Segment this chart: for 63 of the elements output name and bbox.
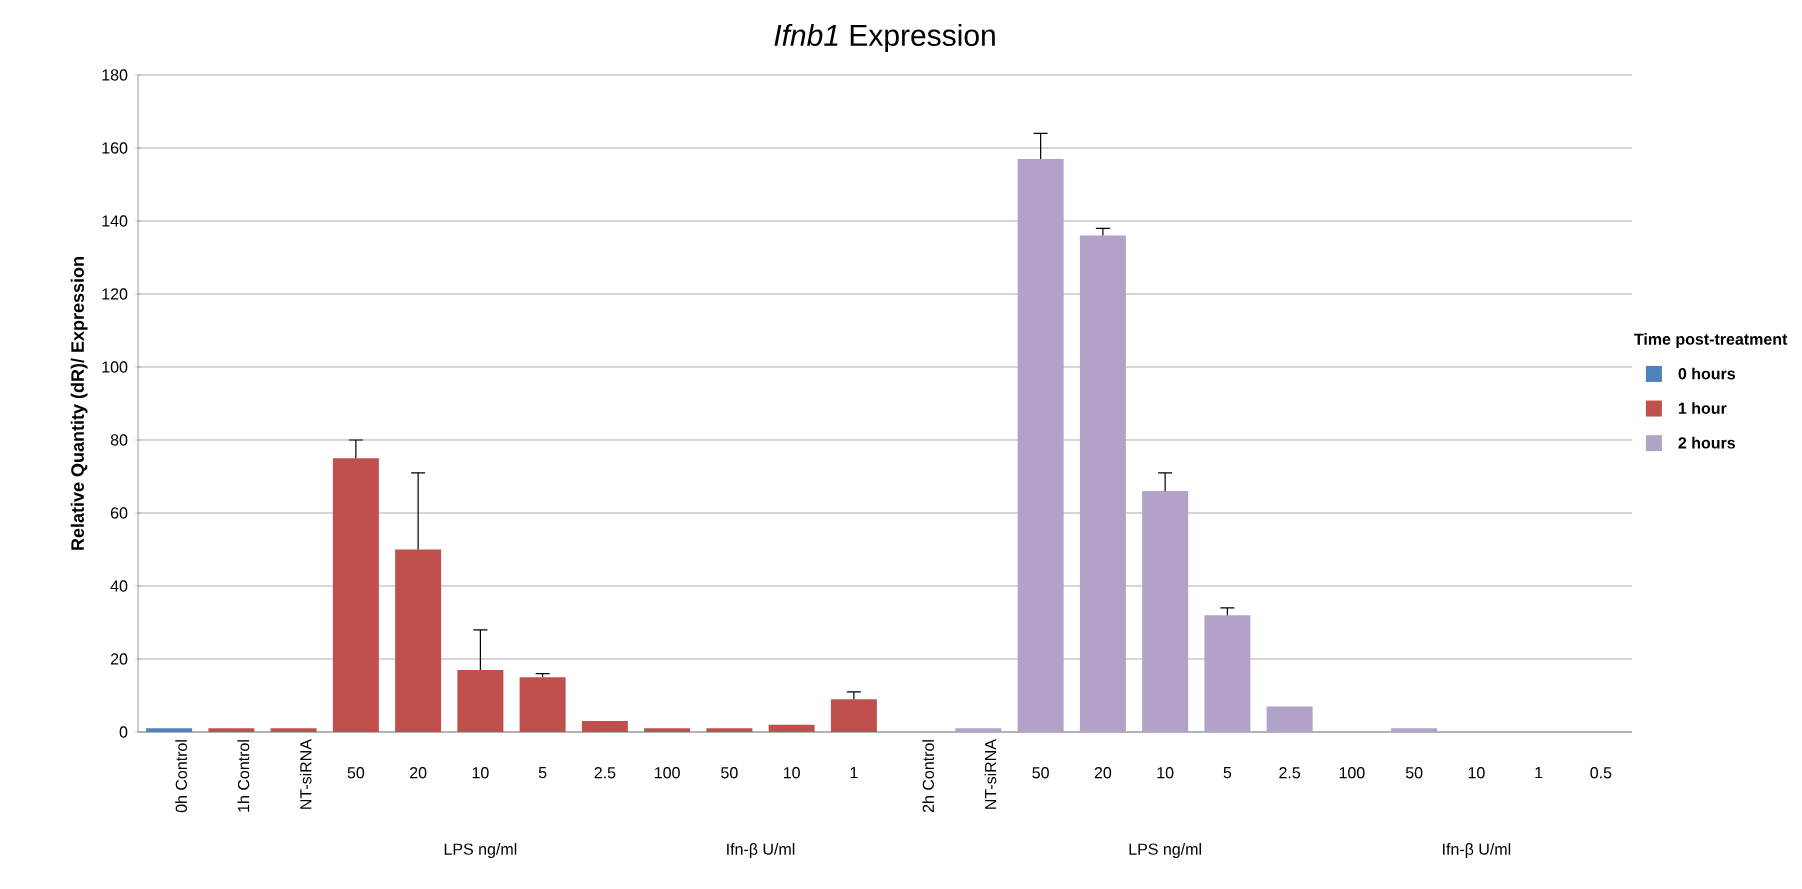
y-tick-label: 180 bbox=[102, 69, 128, 81]
x-tick-label: 1h Control bbox=[237, 740, 250, 812]
x-tick-label: 5 bbox=[1223, 767, 1232, 779]
y-tick-label: 20 bbox=[110, 653, 128, 665]
x-tick-label: NT-siRNA bbox=[299, 739, 312, 809]
bar bbox=[208, 728, 255, 732]
bar bbox=[830, 699, 877, 732]
x-tick-label: 10 bbox=[1468, 767, 1485, 779]
bar bbox=[706, 728, 753, 732]
x-tick-label: 2h Control bbox=[922, 740, 935, 813]
x-tick-label: 100 bbox=[655, 767, 680, 779]
bar bbox=[768, 724, 815, 732]
y-tick-label: 100 bbox=[102, 361, 128, 373]
legend-label: 1 hour bbox=[1678, 402, 1727, 414]
x-tick-label: 1 bbox=[1535, 767, 1543, 779]
text: LPS ng/ml bbox=[444, 843, 517, 858]
y-tick-label: 80 bbox=[110, 434, 128, 446]
legend-label: 2 hours bbox=[1678, 436, 1736, 449]
bar bbox=[270, 728, 317, 732]
legend-title: Time post-treatment bbox=[1634, 333, 1788, 348]
x-tick-label: 50 bbox=[1405, 767, 1423, 779]
x-tick-label: 100 bbox=[1339, 767, 1365, 779]
x-tick-label: NT-siRNA bbox=[984, 739, 997, 809]
x-tick-label: 10 bbox=[1157, 767, 1174, 779]
bar bbox=[1142, 491, 1189, 732]
chart-title: Ifnb1 Expression bbox=[774, 23, 995, 52]
x-tick-label: 10 bbox=[472, 767, 489, 779]
x-tick-label: 20 bbox=[1094, 767, 1112, 779]
legend-label: 0 hours bbox=[1678, 367, 1736, 380]
bar bbox=[581, 721, 628, 732]
x-tick-label: 1 bbox=[850, 767, 858, 779]
bar bbox=[519, 677, 566, 732]
x-tick-label: 0h Control bbox=[175, 740, 188, 813]
y-tick-label: 160 bbox=[102, 142, 128, 154]
bar bbox=[457, 669, 504, 732]
bar bbox=[1017, 158, 1064, 732]
bar bbox=[1204, 615, 1251, 732]
bar bbox=[1079, 235, 1126, 732]
y-tick-label: 120 bbox=[102, 288, 128, 300]
bar bbox=[146, 728, 193, 732]
x-tick-label: 10 bbox=[783, 767, 800, 779]
y-tick-label: 0 bbox=[119, 726, 128, 738]
bar bbox=[1391, 728, 1438, 732]
x-tick-label: 2.5 bbox=[594, 767, 616, 779]
x-tick-label: 50 bbox=[721, 767, 738, 779]
text: Ifn-β U/ml bbox=[1443, 843, 1511, 858]
x-tick-label: 0.5 bbox=[1590, 767, 1612, 779]
bar bbox=[644, 728, 691, 732]
y-tick-label: 40 bbox=[110, 580, 128, 592]
x-tick-label: 2.5 bbox=[1279, 767, 1301, 779]
bar bbox=[332, 458, 379, 732]
y-tick-label: 60 bbox=[110, 507, 128, 519]
bar bbox=[1266, 706, 1313, 732]
y-tick-label: 140 bbox=[102, 215, 128, 227]
x-tick-label: 50 bbox=[1032, 767, 1049, 779]
bar bbox=[395, 549, 442, 732]
bar bbox=[955, 728, 1002, 732]
x-tick-label: 50 bbox=[347, 767, 365, 779]
x-tick-label: 20 bbox=[410, 767, 427, 779]
y-axis-title: Relative Quantity (dR)/ Expression bbox=[70, 257, 88, 550]
x-tick-label: 5 bbox=[538, 767, 547, 779]
text: LPS ng/ml bbox=[1129, 843, 1201, 858]
text: Ifn-β U/ml bbox=[727, 843, 795, 858]
